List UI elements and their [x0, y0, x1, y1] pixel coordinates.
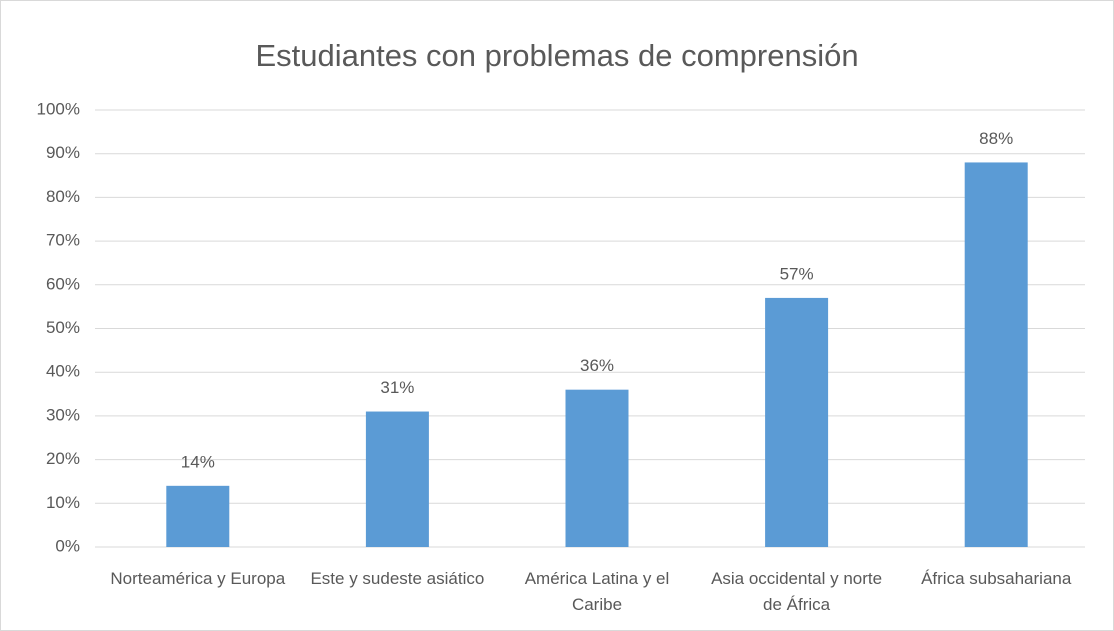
data-label: 88%	[979, 129, 1013, 148]
data-label: 57%	[780, 264, 814, 283]
y-tick-label: 10%	[46, 493, 80, 512]
x-tick-label: América Latina y el Caribe	[525, 569, 670, 614]
x-tick-label: Norteamérica y Europa	[110, 569, 285, 588]
y-tick-label: 0%	[55, 536, 80, 555]
y-tick-label: 50%	[46, 318, 80, 337]
y-tick-label: 40%	[46, 362, 80, 381]
bar	[765, 297, 829, 547]
y-tick-label: 30%	[46, 405, 80, 424]
chart-title: Estudiantes con problemas de comprensión	[255, 38, 858, 73]
y-tick-label: 80%	[46, 187, 80, 206]
x-tick-label: África subsahariana	[921, 569, 1072, 588]
bar	[166, 485, 230, 547]
bar	[365, 411, 429, 547]
y-tick-label: 20%	[46, 449, 80, 468]
y-tick-label: 90%	[46, 143, 80, 162]
bar	[565, 389, 629, 547]
y-tick-label: 70%	[46, 231, 80, 250]
bar	[964, 162, 1028, 547]
data-label: 31%	[380, 378, 414, 397]
x-tick-label: Este y sudeste asiático	[310, 569, 484, 588]
x-tick-label: Asia occidental y norte de África	[711, 569, 882, 614]
data-label: 36%	[580, 356, 614, 375]
data-label: 14%	[181, 452, 215, 471]
y-tick-label: 100%	[37, 99, 80, 118]
y-tick-label: 60%	[46, 274, 80, 293]
